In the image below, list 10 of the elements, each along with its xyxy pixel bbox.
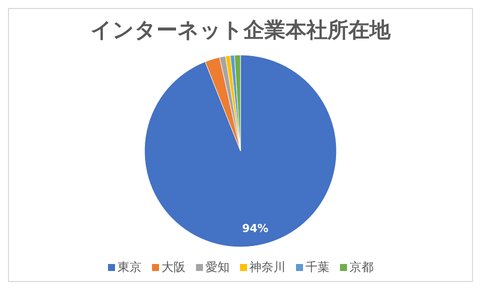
pie-slice	[204, 57, 241, 152]
legend-label: 大阪	[162, 259, 186, 276]
legend-label: 愛知	[206, 259, 230, 276]
legend-label: 東京	[118, 259, 142, 276]
pie-slice	[144, 54, 337, 248]
chart-title: インターネット企業本社所在地	[90, 17, 392, 44]
legend-label: 神奈川	[250, 259, 286, 276]
legend-label: 千葉	[306, 259, 330, 276]
data-label: 94%	[242, 222, 268, 235]
legend-label: 京都	[350, 259, 374, 276]
